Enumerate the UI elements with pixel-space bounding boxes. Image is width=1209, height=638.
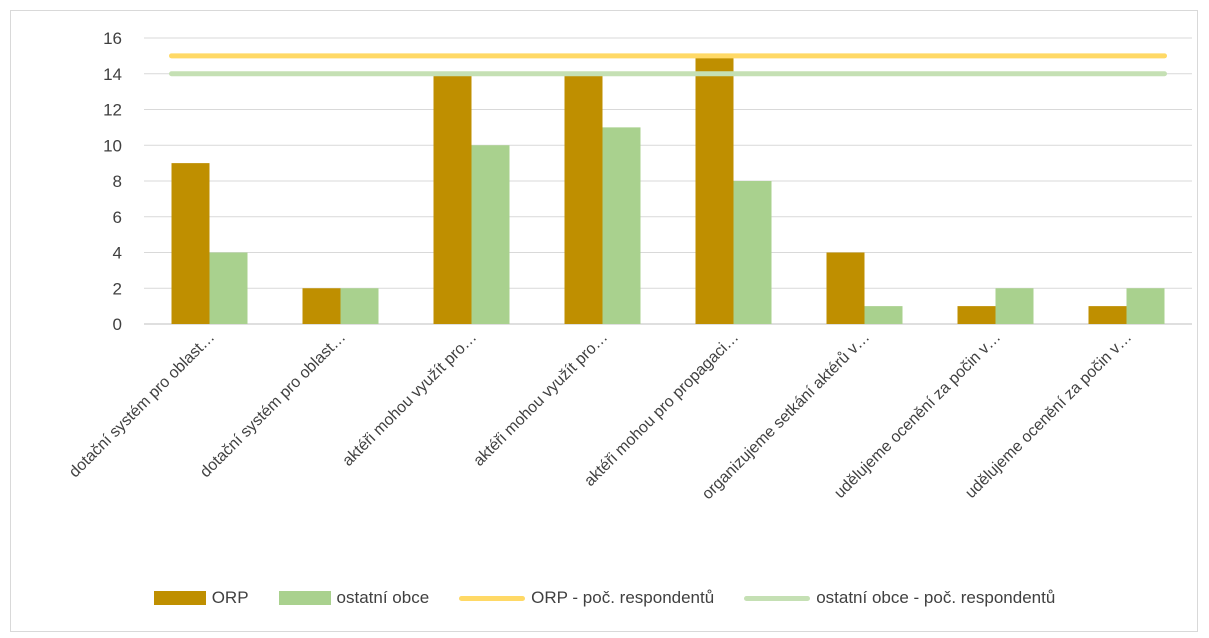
y-tick-label: 8 <box>113 172 122 191</box>
legend-swatch-orp <box>153 591 206 605</box>
chart-legend: ORP ostatní obce ORP - poč. respondentů … <box>0 588 1209 608</box>
bar-orp <box>957 306 996 324</box>
bar-orp <box>302 288 341 324</box>
y-tick-label: 4 <box>113 244 122 263</box>
bar-orp <box>1088 306 1127 324</box>
x-tick-label: dotační systém pro oblast… <box>66 329 218 481</box>
bar-orp <box>564 73 603 324</box>
legend-item-orp-respondents: ORP - poč. respondentů <box>459 588 714 608</box>
y-tick-label: 16 <box>103 29 122 48</box>
legend-item-ostatni-obce-respondents: ostatní obce - poč. respondentů <box>744 588 1055 608</box>
x-tick-label: aktéři mohou využít pro… <box>339 329 480 470</box>
bar-orp <box>826 252 865 324</box>
bar-ostatni-obce <box>209 252 248 324</box>
bar-ostatni-obce <box>995 288 1034 324</box>
legend-label-ostatni-obce-respondents: ostatní obce - poč. respondentů <box>816 588 1056 607</box>
bar-ostatni-obce <box>602 127 641 324</box>
y-tick-label: 10 <box>103 136 122 155</box>
y-tick-label: 12 <box>103 101 122 120</box>
bar-ostatni-obce <box>340 288 379 324</box>
y-tick-label: 14 <box>103 65 122 84</box>
legend-item-orp: ORP <box>153 588 249 608</box>
legend-label-ostatni-obce: ostatní obce <box>336 588 430 607</box>
bar-ostatni-obce <box>471 145 510 324</box>
legend-label-orp-respondents: ORP - poč. respondentů <box>531 588 715 607</box>
bar-ostatni-obce <box>1126 288 1165 324</box>
legend-swatch-ostatni-obce <box>278 591 331 605</box>
x-tick-label: dotační systém pro oblast… <box>197 329 349 481</box>
x-tick-label: aktéři mohou využít pro… <box>470 329 611 470</box>
y-tick-label: 0 <box>113 315 122 334</box>
bar-orp <box>695 55 734 324</box>
bar-orp <box>171 163 210 324</box>
legend-label-orp: ORP <box>211 588 249 607</box>
legend-swatch-orp-respondents <box>459 595 526 601</box>
y-tick-label: 2 <box>113 279 122 298</box>
x-tick-label: aktéři mohou pro propagaci… <box>581 329 742 490</box>
bar-ostatni-obce <box>864 306 903 324</box>
legend-item-ostatni-obce: ostatní obce <box>278 588 430 608</box>
bar-ostatni-obce <box>733 181 772 324</box>
bar-orp <box>433 73 472 324</box>
legend-swatch-ostatni-obce-respondents <box>744 595 811 601</box>
y-tick-label: 6 <box>113 208 122 227</box>
